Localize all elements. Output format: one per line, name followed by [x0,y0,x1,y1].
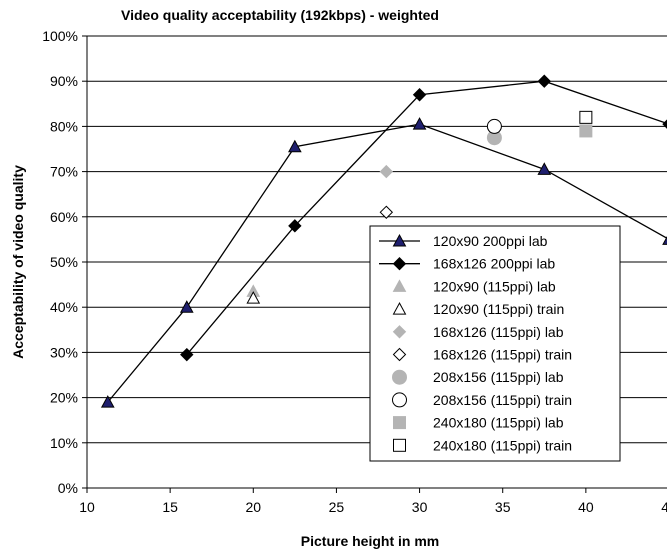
x-tick-label: 30 [412,499,428,515]
legend-marker [392,256,407,271]
series-7 [486,118,502,134]
legend-label: 120x90 200ppi lab [433,233,548,249]
legend-label: 168x126 (115ppi) lab [433,324,564,340]
x-tick-label: 40 [578,499,594,515]
data-point [246,291,261,304]
data-point [179,300,194,313]
legend-label: 240x180 (115ppi) train [433,437,572,453]
y-tick-label: 90% [50,73,78,89]
legend-marker [392,233,407,247]
x-tick-label: 20 [245,499,261,515]
data-point [288,139,302,153]
data-point [662,119,667,129]
legend-marker [392,347,407,362]
legend-marker [392,302,407,315]
legend-label: 240x180 (115ppi) lab [433,415,564,431]
data-point [486,118,502,134]
series-0 [100,117,667,408]
legend-label: 120x90 (115ppi) lab [433,278,556,294]
y-tick-label: 10% [50,435,78,451]
legend-marker [392,369,407,385]
y-tick-label: 50% [50,254,78,270]
legend-marker [392,392,407,408]
data-point [180,347,194,362]
y-tick-label: 100% [42,28,78,44]
legend-box [369,225,621,462]
data-point [379,164,394,179]
legend: 120x90 200ppi lab 168x126 200ppi lab 120x9… [369,225,621,462]
x-tick-label: 25 [329,499,345,515]
legend-marker [393,438,406,452]
legend-marker [392,325,407,339]
y-axis: 0% 10% 20% 30% 40% 50% 60% 70% 80% 90% 100% [42,28,87,496]
data-point [100,395,115,408]
x-axis-title: Picture height in mm [301,533,439,549]
y-tick-label: 0% [58,480,78,496]
series-5 [379,205,394,219]
data-point [579,110,593,124]
data-point [537,162,552,175]
y-tick-label: 30% [50,344,78,360]
legend-marker [392,279,407,292]
legend-label: 208x156 (115ppi) train [433,392,572,408]
series-3 [246,291,261,304]
series-line [107,123,667,403]
series-group [100,74,667,408]
x-tick-label: 35 [495,499,511,515]
y-tick-label: 60% [50,209,78,225]
data-point [288,219,302,233]
y-tick-label: 20% [50,390,78,406]
data-point [537,74,551,88]
series-9 [579,110,593,124]
x-axis: 10 15 20 25 30 35 40 45 [79,488,667,515]
data-point [412,88,427,102]
series-8 [579,124,593,138]
data-point [662,236,667,245]
chart-title: Video quality acceptability (192kbps) - … [121,7,439,23]
data-point [412,117,427,130]
series-4 [379,164,394,179]
data-point [379,205,394,219]
y-tick-label: 40% [50,299,78,315]
legend-label: 168x126 (115ppi) train [433,347,572,363]
x-tick-label: 15 [162,499,178,515]
legend-label: 168x126 200ppi lab [433,256,555,272]
y-tick-label: 80% [50,118,78,134]
x-tick-label: 10 [79,499,95,515]
legend-label: 120x90 (115ppi) train [433,301,564,317]
y-axis-title: Acceptability of video quality [10,165,26,359]
data-point [579,124,593,138]
x-tick-label: 45 [661,499,667,515]
series-1 [180,74,667,362]
legend-marker [393,416,406,430]
legend-label: 208x156 (115ppi) lab [433,369,564,385]
y-tick-label: 70% [50,164,78,180]
